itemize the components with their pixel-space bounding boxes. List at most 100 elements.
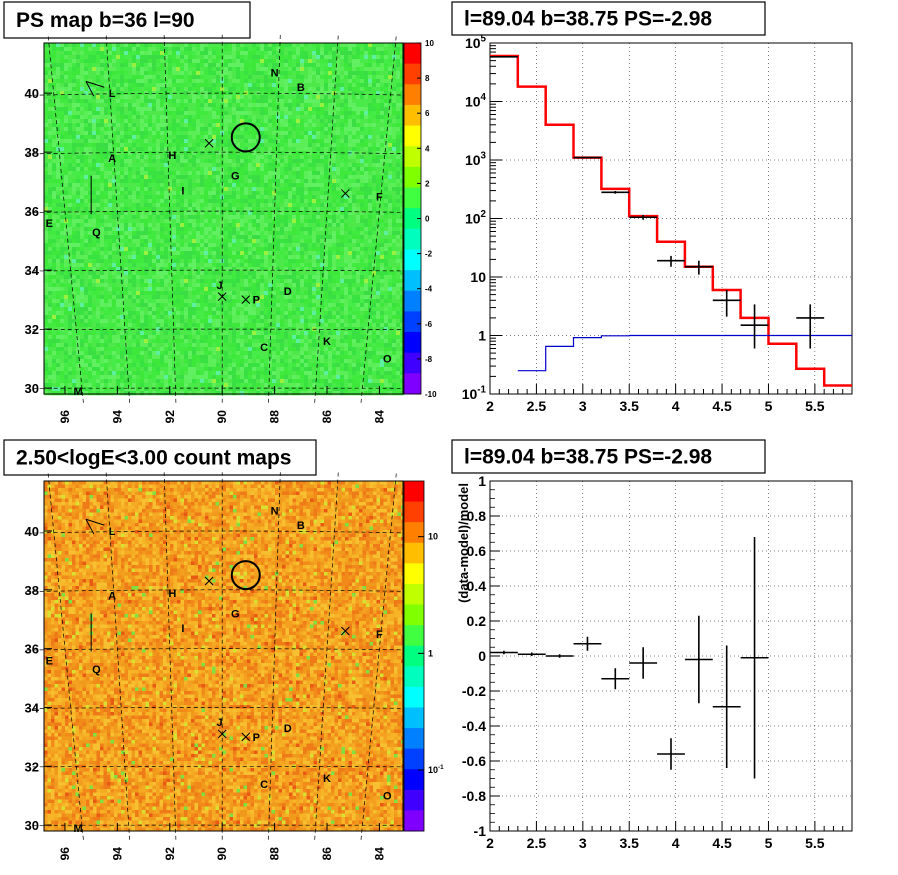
meridian-line <box>105 472 130 840</box>
source-cross <box>340 189 350 198</box>
y-tick-label: 0.4 <box>467 578 487 594</box>
title-box <box>3 439 317 476</box>
source-label: G <box>231 608 240 620</box>
source-label: A <box>108 591 116 603</box>
meridian-line <box>314 472 339 840</box>
meridian-line <box>268 34 281 403</box>
colorbar-swatch <box>404 332 421 354</box>
colorbar: -10 -8 -6 -4 -2 0 2 4 6 8 10 <box>403 39 437 399</box>
source-label: I <box>181 185 184 197</box>
y-tick-label: 30 <box>25 818 39 833</box>
colorbar-swatch <box>404 522 424 544</box>
colorbar-tick-label: -8 <box>425 355 433 364</box>
colorbar-swatch <box>404 625 424 647</box>
colorbar-swatch <box>404 84 421 106</box>
colorbar-swatch <box>404 501 424 523</box>
x-tick-label: 88 <box>268 847 282 861</box>
source-label: D <box>284 286 292 298</box>
source-cross <box>204 576 214 586</box>
x-tick-label: 5 <box>765 398 773 414</box>
meridian-line <box>360 34 397 403</box>
colorbar-swatch <box>404 228 421 250</box>
panel-title-tr: l=89.04 b=38.75 PS=-2.98 <box>451 1 766 36</box>
source-label: I <box>181 623 184 635</box>
title-text: PS map b=36 l=90 <box>16 9 195 32</box>
panel-title-tl: PS map b=36 l=90 <box>3 1 251 39</box>
colorbar-swatch <box>404 270 421 292</box>
colorbar-tick-label: -6 <box>425 320 433 329</box>
colorbar-swatch <box>404 645 424 667</box>
source-label: P <box>253 295 260 307</box>
y-tick-label: 104 <box>465 92 487 109</box>
colorbar-tick-label: 10-1 <box>428 764 444 775</box>
colorbar-swatch <box>404 810 424 832</box>
source-label: J <box>217 717 223 729</box>
x-tick-label: 88 <box>268 410 282 424</box>
source-cross <box>340 626 350 636</box>
residual-point <box>517 652 546 656</box>
y-tick-label: 102 <box>465 209 487 226</box>
data-point <box>601 191 630 194</box>
skymap-bl: N B L A H G I F E Q J D P K C O M96 94 92 90 88 86 84 30 32 34 36 3… <box>25 472 444 861</box>
y-tick-label: 40 <box>25 524 39 539</box>
data-point <box>490 56 518 58</box>
residual-point <box>629 647 658 679</box>
colorbar-swatch <box>404 208 421 230</box>
residual-point <box>490 650 518 655</box>
map-grid <box>25 34 419 403</box>
x-tick-label: 3.5 <box>619 835 639 851</box>
data-point <box>573 156 602 159</box>
y-tick-label: -1 <box>474 823 487 839</box>
y-tick-label: 36 <box>25 642 39 657</box>
colorbar-swatch <box>404 43 421 65</box>
meridian-line <box>47 34 84 403</box>
y-tick-label: 40 <box>25 86 39 101</box>
colorbar-swatch <box>404 187 421 209</box>
y-tick-label: 103 <box>465 151 487 168</box>
y-tick-label: 34 <box>25 700 40 715</box>
source-label: M <box>73 823 82 835</box>
y-tick-label: 10-1 <box>462 385 487 402</box>
source-label: A <box>108 153 116 165</box>
colorbar-swatch <box>404 604 424 626</box>
x-tick-label: 2.5 <box>527 835 547 851</box>
panel-title-br: l=89.04 b=38.75 PS=-2.98 <box>451 439 766 474</box>
y-tick-label: 1 <box>478 328 486 344</box>
x-tick-label: 86 <box>320 847 334 861</box>
x-tick-label: 3 <box>579 835 587 851</box>
data-point <box>740 304 769 349</box>
colorbar-swatch <box>404 728 424 750</box>
y-tick-label: 105 <box>465 34 487 51</box>
x-tick-label: 2 <box>486 835 494 851</box>
colorbar-swatch <box>404 146 421 168</box>
source-circle <box>230 122 261 153</box>
source-label: N <box>271 505 279 517</box>
colorbar-swatch <box>404 707 424 729</box>
title-text: 2.50<logE<3.00 count maps <box>16 447 291 470</box>
y-tick-label: 34 <box>25 263 40 278</box>
source-label: Q <box>92 227 101 239</box>
source-label: F <box>376 191 383 203</box>
residual-point <box>740 537 769 779</box>
panel-title-bl: 2.50<logE<3.00 count maps <box>3 439 317 476</box>
source-cross <box>204 138 214 148</box>
colorbar-swatch <box>404 686 424 708</box>
colorbar-swatch <box>404 104 421 127</box>
colorbar-swatch <box>404 563 424 585</box>
source-label: P <box>253 732 260 744</box>
parallel-line <box>25 151 419 155</box>
colorbar-swatch <box>404 666 424 688</box>
colorbar-swatch <box>404 373 421 395</box>
data-point <box>796 304 825 349</box>
colorbar-frame <box>403 480 425 832</box>
colorbar-tick-label: 6 <box>425 109 430 118</box>
colorbar-swatch <box>404 352 421 374</box>
x-tick-label: 96 <box>58 410 72 424</box>
source-label: G <box>231 171 240 183</box>
source-label: B <box>297 520 305 532</box>
colorbar-tick-label: 0 <box>425 215 430 224</box>
meridian-line <box>314 34 339 403</box>
x-tick-label: 3 <box>579 398 587 414</box>
map-pixels <box>44 481 405 832</box>
